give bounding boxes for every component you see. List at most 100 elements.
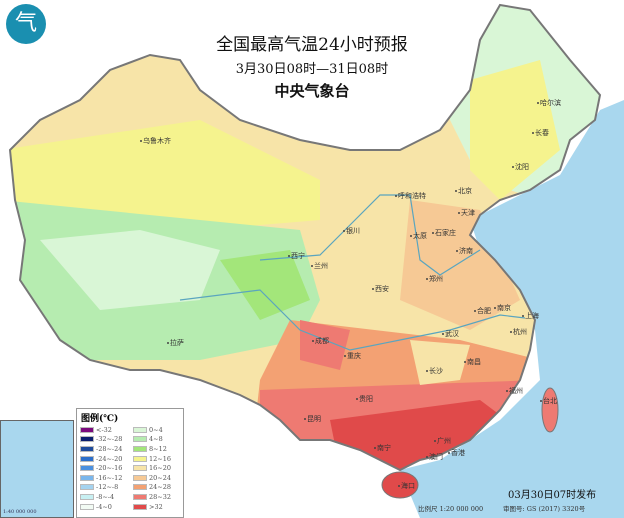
legend-item: -28~-24	[80, 444, 130, 454]
city-label: 昆明	[304, 414, 321, 424]
city-label: 呼和浩特	[395, 191, 426, 201]
city-label: 哈尔滨	[537, 98, 561, 108]
sea	[400, 100, 624, 518]
city-label: 西宁	[288, 251, 305, 261]
yangtze-river	[179, 289, 526, 351]
city-label: 拉萨	[167, 338, 184, 348]
legend-swatch	[80, 493, 94, 500]
legend-item: -12~-8	[80, 483, 130, 493]
legend-swatch	[80, 503, 94, 510]
legend-label: -32~-28	[96, 435, 123, 444]
city-label: 福州	[506, 386, 523, 396]
city-label: 成都	[312, 336, 329, 346]
legend-label: -16~-12	[96, 473, 123, 482]
city-label: 贵阳	[356, 394, 373, 404]
legend-swatch	[133, 484, 147, 491]
city-label: 太原	[410, 231, 427, 241]
legend-label: -20~-16	[96, 464, 123, 473]
legend-item: <-32	[80, 425, 130, 435]
south-china-sea-inset: 1:40 000 000	[0, 420, 74, 518]
city-label: 杭州	[510, 327, 527, 337]
legend-label: -8~-4	[96, 492, 115, 501]
city-label: 济南	[456, 246, 473, 256]
city-label: 天津	[458, 208, 475, 218]
legend-label: 8~12	[149, 444, 167, 453]
city-label: 兰州	[311, 261, 328, 271]
city-label: 广州	[434, 436, 451, 446]
legend-swatch	[133, 436, 147, 443]
map-approval-number: 审图号: GS (2017) 3320号	[503, 505, 586, 513]
city-label: 长沙	[426, 366, 443, 376]
city-label: 郑州	[426, 274, 443, 284]
city-label: 香港	[448, 448, 465, 458]
legend-item: -16~-12	[80, 473, 130, 483]
city-label: 北京	[455, 186, 472, 196]
legend-swatch	[80, 426, 94, 433]
city-label: 武汉	[442, 329, 459, 339]
cma-logo-icon: 气	[6, 4, 46, 44]
legend-item: -8~-4	[80, 492, 130, 502]
legend-swatch	[80, 436, 94, 443]
city-label: 合肥	[474, 306, 491, 316]
map-title: 全国最高气温24小时预报	[216, 35, 408, 55]
legend-item: 12~16	[133, 454, 183, 464]
legend-label: 16~20	[149, 464, 171, 473]
legend: 图例(℃) <-32 -32~-28 -28~-24 -24~-20 -20~-16 -1…	[76, 408, 184, 518]
legend-item: >32	[133, 502, 183, 512]
city-label: 台北	[540, 396, 557, 406]
city-label: 澳门	[426, 452, 443, 462]
legend-label: -4~0	[96, 502, 112, 511]
city-label: 乌鲁木齐	[140, 136, 171, 146]
legend-swatch	[133, 445, 147, 452]
legend-label: 24~28	[149, 483, 171, 492]
legend-item: 28~32	[133, 492, 183, 502]
city-label: 石家庄	[432, 228, 456, 238]
legend-label: 0~4	[149, 425, 163, 434]
legend-swatch	[133, 474, 147, 481]
legend-item: 0~4	[133, 425, 183, 435]
legend-swatch	[80, 474, 94, 481]
issuer: 中央气象台	[274, 82, 350, 100]
legend-label: >32	[149, 502, 163, 511]
legend-swatch	[133, 426, 147, 433]
legend-item: 16~20	[133, 463, 183, 473]
legend-item: 24~28	[133, 483, 183, 493]
city-label: 重庆	[344, 351, 361, 361]
legend-swatch	[133, 503, 147, 510]
legend-swatch	[80, 465, 94, 472]
city-label: 沈阳	[512, 162, 529, 172]
legend-label: 28~32	[149, 492, 171, 501]
legend-item: 20~24	[133, 473, 183, 483]
legend-label: <-32	[96, 425, 112, 434]
legend-item: 8~12	[133, 444, 183, 454]
legend-item: -20~-16	[80, 463, 130, 473]
legend-title: 图例(℃)	[81, 414, 119, 424]
legend-label: -12~-8	[96, 483, 119, 492]
legend-item: -4~0	[80, 502, 130, 512]
legend-label: 20~24	[149, 473, 171, 482]
city-label: 南宁	[374, 443, 391, 453]
forecast-period: 3月30日08时—31日08时	[235, 62, 389, 77]
legend-label: -28~-24	[96, 444, 123, 453]
city-label: 海口	[398, 481, 415, 491]
city-label: 南昌	[464, 357, 481, 367]
legend-label: -24~-20	[96, 454, 123, 463]
legend-item: -32~-28	[80, 435, 130, 445]
legend-swatch	[133, 465, 147, 472]
taiwan-island	[541, 387, 559, 433]
legend-swatch	[80, 455, 94, 462]
city-label: 西安	[372, 284, 389, 294]
inset-scale: 1:40 000 000	[3, 509, 37, 515]
legend-swatch	[133, 455, 147, 462]
city-label: 长春	[532, 128, 549, 138]
legend-swatch	[80, 484, 94, 491]
legend-swatch	[80, 445, 94, 452]
city-label: 上海	[522, 311, 539, 321]
legend-item: 4~8	[133, 435, 183, 445]
legend-swatch	[133, 493, 147, 500]
legend-label: 4~8	[149, 435, 163, 444]
publish-time: 03月30日07时发布	[508, 490, 597, 501]
legend-label: 12~16	[149, 454, 171, 463]
city-label: 南京	[494, 303, 511, 313]
